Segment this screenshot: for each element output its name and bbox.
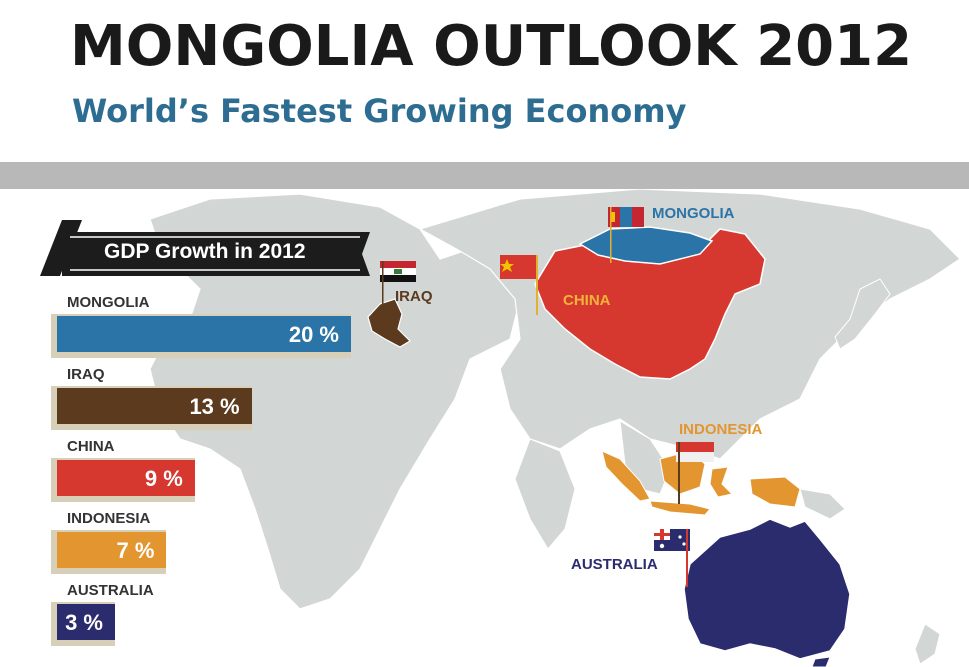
map-label-australia: AUSTRALIA — [571, 556, 658, 573]
bar-category-label: IRAQ — [67, 366, 105, 383]
australia-flag-icon — [654, 529, 690, 587]
bar-australia — [57, 604, 115, 640]
map-indonesia-java — [649, 500, 711, 516]
map-land-nz — [914, 623, 941, 665]
gdp-banner — [40, 220, 370, 276]
bar-category-label: AUSTRALIA — [67, 582, 154, 599]
map-indonesia-sulawesi — [709, 466, 734, 498]
map-iraq — [367, 298, 411, 348]
bar-iraq — [57, 388, 252, 424]
bar-value-label: 3 % — [65, 610, 103, 635]
iraq-flag-icon — [380, 261, 416, 311]
bar-mongolia — [57, 316, 351, 352]
bar-value-label: 9 % — [144, 466, 183, 491]
header: MONGOLIA OUTLOOK 2012 World’s Fastest Gr… — [0, 0, 969, 160]
bar-value-label: 7 % — [116, 538, 155, 563]
map-land-png — [799, 488, 846, 520]
china-flag-icon — [500, 255, 538, 315]
map-label-mongolia: MONGOLIA — [652, 205, 735, 222]
map-australia — [683, 518, 851, 660]
bar-category-label: CHINA — [67, 438, 115, 455]
bar-china — [57, 460, 195, 496]
page-subtitle: World’s Fastest Growing Economy — [72, 92, 687, 130]
map-tasmania — [811, 656, 831, 667]
map-indonesia-papua — [749, 476, 801, 508]
chart-title: GDP Growth in 2012 — [104, 240, 306, 263]
map-land-india — [514, 438, 576, 550]
bar-indonesia — [57, 532, 167, 568]
map-svg — [149, 189, 961, 667]
bar-category-label: INDONESIA — [67, 510, 151, 527]
page-title: MONGOLIA OUTLOOK 2012 — [70, 14, 913, 79]
map-label-iraq: IRAQ — [395, 288, 433, 305]
world-map — [0, 189, 969, 667]
map-land-japan — [834, 278, 891, 350]
map-label-china: CHINA — [563, 292, 611, 309]
bar-category-label: MONGOLIA — [67, 294, 150, 311]
map-indonesia-sumatra — [601, 450, 651, 502]
indonesia-flag-icon — [676, 442, 714, 504]
divider-band — [0, 162, 969, 189]
mongolia-flag-icon — [608, 207, 644, 263]
bar-value-label: 13 % — [189, 394, 240, 419]
bar-value-label: 20 % — [288, 322, 339, 347]
map-label-indonesia: INDONESIA — [679, 421, 763, 438]
